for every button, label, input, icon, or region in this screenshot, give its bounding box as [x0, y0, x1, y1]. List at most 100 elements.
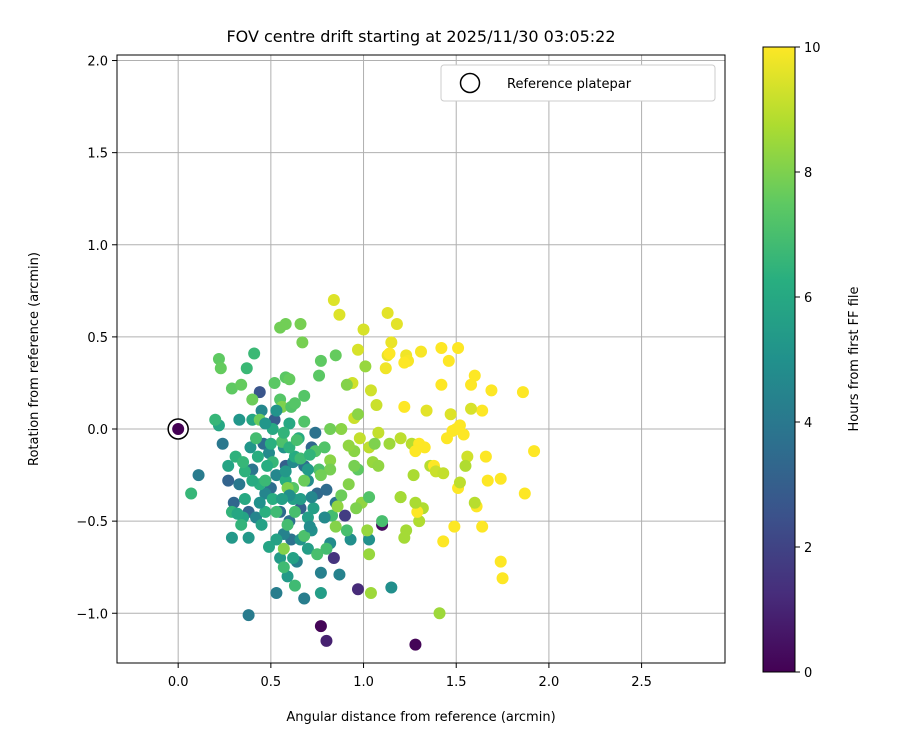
data-point — [459, 459, 472, 472]
data-point — [409, 496, 422, 509]
data-point — [361, 524, 374, 537]
data-point — [264, 437, 277, 450]
data-point — [398, 356, 411, 369]
data-point — [287, 551, 300, 564]
data-point — [351, 343, 364, 356]
data-point — [363, 533, 376, 546]
x-tick-label: 1.0 — [353, 675, 374, 690]
data-point — [303, 448, 316, 461]
data-point — [294, 493, 307, 506]
data-point — [246, 474, 259, 487]
data-point — [335, 423, 348, 436]
data-point — [275, 493, 288, 506]
data-point — [442, 354, 455, 367]
legend-entry-reference: Reference platepar — [507, 77, 632, 92]
data-point — [340, 378, 353, 391]
data-point — [394, 491, 407, 504]
data-point — [307, 502, 320, 515]
data-point — [231, 507, 244, 520]
data-point — [255, 404, 268, 417]
data-point — [420, 404, 433, 417]
data-point — [372, 426, 385, 439]
data-point — [259, 417, 272, 430]
data-point — [409, 445, 422, 458]
data-point — [435, 341, 448, 354]
data-point — [409, 638, 422, 651]
data-point — [185, 487, 198, 500]
data-point — [251, 450, 264, 463]
data-point — [244, 441, 257, 454]
data-point — [253, 496, 266, 509]
data-point — [476, 404, 489, 417]
data-point — [248, 347, 261, 360]
data-point — [333, 568, 346, 581]
data-point — [494, 472, 507, 485]
data-point — [465, 378, 478, 391]
data-point — [255, 518, 268, 531]
data-point — [342, 439, 355, 452]
data-point — [320, 483, 333, 496]
data-point — [376, 515, 389, 528]
colorbar-tick-label: 10 — [804, 41, 821, 56]
data-point — [270, 586, 283, 599]
data-point — [238, 465, 251, 478]
data-point — [263, 446, 275, 459]
data-point — [268, 376, 281, 389]
data-point — [348, 459, 361, 472]
data-point — [329, 520, 342, 533]
data-point — [301, 542, 314, 555]
colorbar-tick-label: 6 — [804, 291, 812, 306]
plot-frame — [116, 54, 726, 664]
data-point — [298, 474, 311, 487]
data-point — [279, 465, 292, 478]
data-point — [398, 531, 411, 544]
data-point — [246, 393, 259, 406]
data-point — [192, 469, 205, 482]
data-point — [379, 362, 392, 375]
data-point — [494, 555, 507, 568]
data-point — [225, 382, 238, 395]
data-point — [452, 341, 465, 354]
data-point — [320, 634, 333, 647]
data-point — [324, 454, 337, 467]
y-axis-ticks: −1.0 −0.5 0.0 0.5 1.0 1.5 2.0 — [76, 55, 117, 622]
reference-marker — [167, 418, 189, 440]
data-point — [390, 317, 403, 330]
data-point — [468, 496, 481, 509]
y-tick-label: −1.0 — [76, 607, 108, 622]
x-axis-ticks: 0.0 0.5 1.0 1.5 2.0 2.5 — [168, 663, 652, 690]
data-point — [238, 493, 251, 506]
data-point — [457, 428, 470, 441]
data-point — [222, 459, 235, 472]
colorbar-tick-label: 0 — [804, 666, 812, 681]
data-point — [216, 437, 229, 450]
data-point — [340, 524, 353, 537]
data-point — [364, 384, 377, 397]
grid-lines — [117, 55, 725, 663]
data-point — [233, 478, 246, 491]
data-point — [274, 551, 287, 564]
data-point — [444, 408, 457, 421]
legend-box — [440, 64, 716, 102]
data-point — [314, 469, 327, 482]
reference-point — [172, 423, 185, 436]
data-point — [327, 551, 340, 564]
data-point — [320, 542, 333, 555]
x-tick-label: 2.5 — [631, 675, 652, 690]
colorbar-tick-label: 2 — [804, 541, 812, 556]
data-point — [235, 518, 248, 531]
data-point — [288, 505, 301, 518]
data-point — [294, 452, 307, 465]
data-point — [270, 404, 283, 417]
colorbar-tick-label: 4 — [804, 416, 812, 431]
data-point — [476, 520, 489, 533]
data-point — [298, 592, 311, 605]
y-tick-label: 0.0 — [87, 423, 108, 438]
data-point — [313, 369, 326, 382]
data-points — [185, 294, 541, 651]
y-tick-label: −0.5 — [76, 515, 108, 530]
data-point — [209, 413, 222, 426]
data-point — [465, 402, 478, 415]
data-point — [277, 542, 290, 555]
data-point — [277, 426, 290, 439]
